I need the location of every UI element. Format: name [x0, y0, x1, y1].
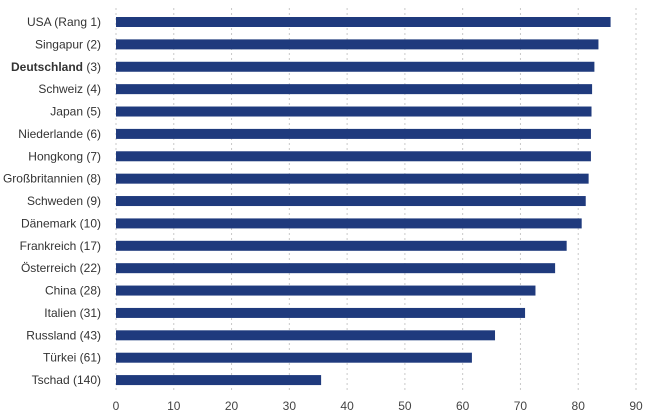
category-rank: (22) [76, 261, 101, 275]
category-rank: (8) [83, 172, 101, 186]
x-tick-label: 90 [629, 399, 643, 413]
x-tick-label: 30 [283, 399, 297, 413]
category-name: Deutschland [11, 60, 83, 74]
bars [116, 17, 611, 386]
category-rank: (7) [83, 149, 101, 163]
category-name: Großbritannien [3, 172, 83, 186]
bar [116, 218, 582, 229]
category-label: Österreich (22) [21, 261, 101, 275]
bar [116, 61, 595, 72]
bar [116, 330, 496, 341]
category-rank: (Rang 1) [51, 15, 101, 29]
bar [116, 285, 536, 296]
bar [116, 84, 593, 95]
bar [116, 196, 586, 207]
bar [116, 106, 592, 117]
category-rank: (10) [76, 216, 101, 230]
bar [116, 375, 322, 386]
bar [116, 39, 599, 50]
category-name: China [45, 284, 77, 298]
category-name: Italien [44, 306, 76, 320]
category-label: Schweiz (4) [38, 82, 101, 96]
bar [116, 240, 567, 251]
x-tick-label: 50 [398, 399, 412, 413]
category-name: Singapur [35, 37, 83, 51]
category-name: Dänemark [21, 216, 77, 230]
category-name: Niederlande [18, 127, 83, 141]
category-label: Japan (5) [50, 105, 101, 119]
category-label: Dänemark (10) [21, 216, 101, 230]
category-name: Japan [50, 105, 83, 119]
category-rank: (31) [76, 306, 101, 320]
category-rank: (61) [76, 351, 101, 365]
x-tick-label: 0 [113, 399, 120, 413]
category-label: Deutschland (3) [11, 60, 101, 74]
bar [116, 17, 611, 27]
category-name: USA [27, 15, 52, 29]
x-tick-label: 40 [340, 399, 354, 413]
category-label: Großbritannien (8) [3, 172, 101, 186]
category-rank: (5) [83, 105, 101, 119]
category-rank: (6) [83, 127, 101, 141]
category-name: Österreich [21, 261, 76, 275]
bar [116, 128, 591, 139]
gridlines [115, 8, 637, 393]
x-tick-label: 80 [572, 399, 586, 413]
category-name: Schweden [27, 194, 83, 208]
bar [116, 173, 589, 184]
category-label: Hongkong (7) [28, 149, 101, 163]
category-label: Tschad (140) [32, 373, 101, 387]
category-name: Hongkong [28, 149, 83, 163]
category-label: China (28) [45, 284, 101, 298]
category-name: Russland [26, 328, 76, 342]
x-tick-label: 10 [167, 399, 181, 413]
category-rank: (17) [76, 239, 101, 253]
category-rank: (43) [76, 328, 101, 342]
category-name: Tschad [32, 373, 70, 387]
category-label: Schweden (9) [27, 194, 101, 208]
x-axis-ticks: 0 10 20 30 40 50 60 70 80 90 [113, 399, 643, 413]
category-rank: (9) [83, 194, 101, 208]
category-name: Schweiz [38, 82, 83, 96]
category-label: Frankreich (17) [20, 239, 101, 253]
bar [116, 263, 556, 274]
category-rank: (28) [76, 284, 101, 298]
bar [116, 307, 526, 318]
x-tick-label: 60 [456, 399, 470, 413]
category-rank: (4) [83, 82, 101, 96]
bar [116, 352, 472, 363]
category-name: Frankreich [20, 239, 77, 253]
bar [116, 151, 591, 162]
category-label: Russland (43) [26, 328, 101, 342]
category-rank: (2) [83, 37, 101, 51]
x-tick-label: 20 [225, 399, 239, 413]
category-label: Niederlande (6) [18, 127, 101, 141]
category-label: USA (Rang 1) [27, 15, 101, 29]
category-label: Italien (31) [44, 306, 101, 320]
category-name: Türkei [43, 351, 76, 365]
category-rank: (140) [70, 373, 101, 387]
category-label: Türkei (61) [43, 351, 101, 365]
category-rank: (3) [83, 60, 101, 74]
category-label: Singapur (2) [35, 37, 101, 51]
x-tick-label: 70 [514, 399, 528, 413]
category-labels: USA (Rang 1)Singapur (2)Deutschland (3)S… [3, 15, 101, 387]
